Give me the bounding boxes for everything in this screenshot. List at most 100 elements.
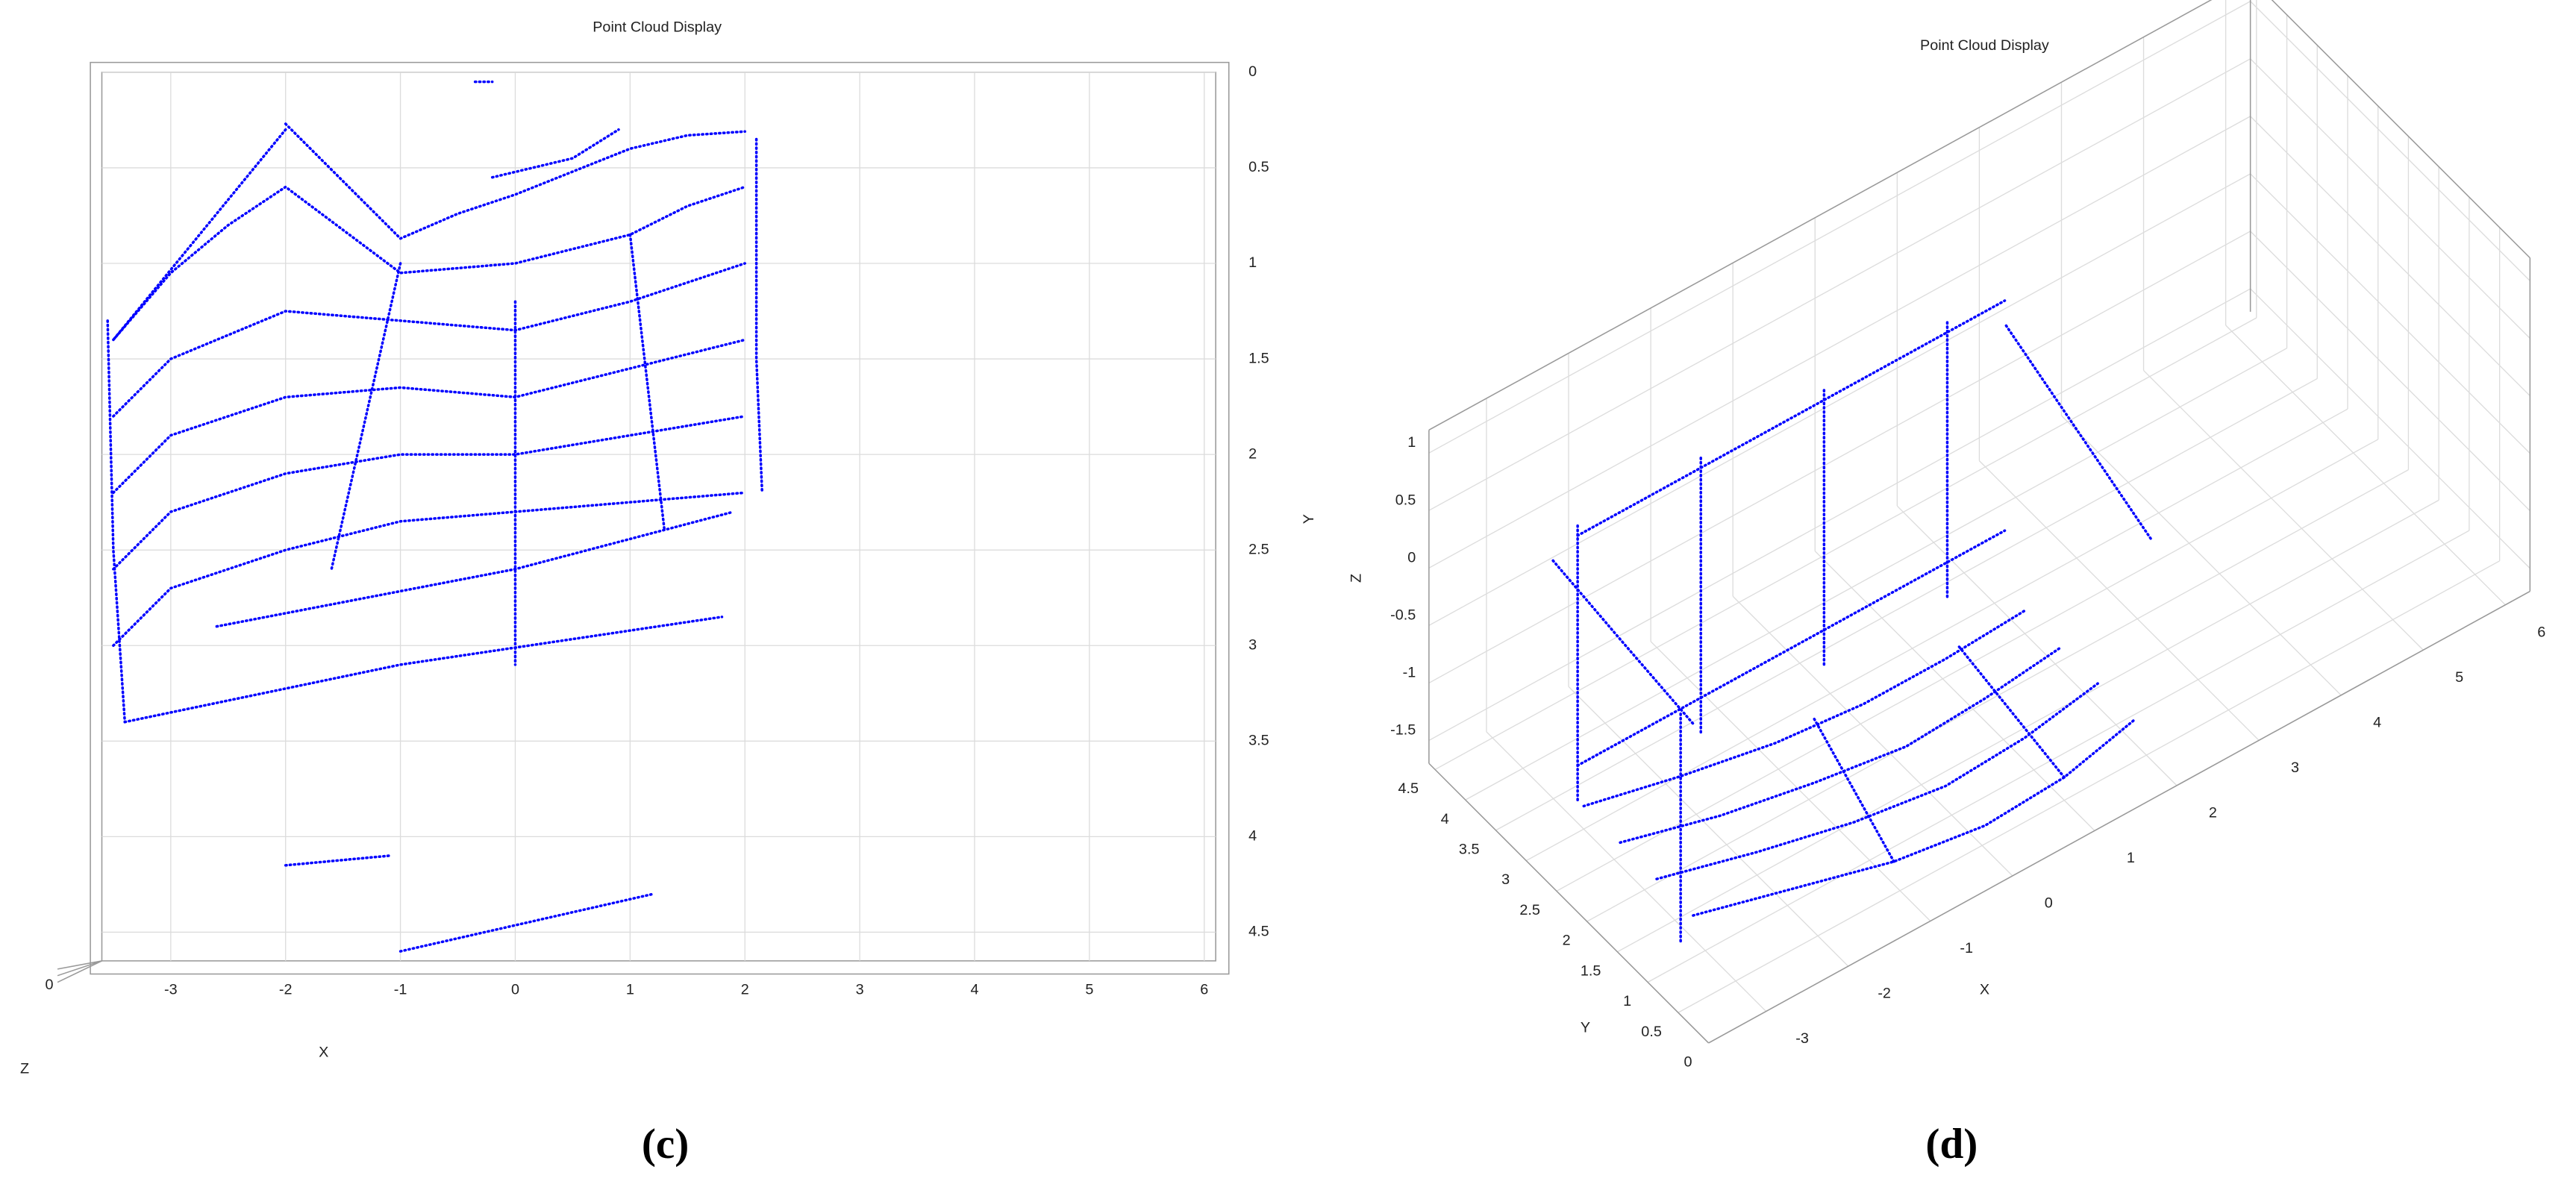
y-tick-label: 1 <box>1248 254 1257 271</box>
x-tick-label: 0 <box>511 982 519 998</box>
z-axis-label: Z <box>20 1060 29 1077</box>
x-axis-label: X <box>1980 982 1989 998</box>
y-tick-label: 0 <box>1684 1054 1692 1071</box>
x-tick-label: -3 <box>1795 1030 1809 1047</box>
box-edge <box>2271 0 2530 259</box>
x-tick-label: 4 <box>2373 714 2381 730</box>
point-cloud-segment <box>112 338 746 495</box>
grid-line <box>1896 505 2178 786</box>
grid-line <box>1465 348 2287 801</box>
point-cloud-segment <box>1576 299 2007 537</box>
grid-line <box>1486 731 1767 1012</box>
z-tick-label: -1 <box>1403 664 1416 680</box>
point-cloud-segment <box>1812 715 1895 863</box>
grid-line <box>1428 173 2251 626</box>
z-axis-stub <box>57 960 102 970</box>
grid-line <box>1978 460 2260 741</box>
point-cloud-segment <box>1692 718 2136 917</box>
point-cloud-segment <box>112 415 746 571</box>
point-cloud-segment <box>1655 682 2099 880</box>
grid-line <box>1732 595 2013 877</box>
grid-line <box>1568 686 1849 967</box>
caption: (c) <box>642 1121 690 1168</box>
grid-line <box>2250 116 2530 397</box>
box-edge <box>1428 0 2213 431</box>
z-tick-label: 0 <box>46 977 54 993</box>
point-cloud-segment <box>754 137 764 495</box>
y-tick-label: 0.5 <box>1248 159 1269 175</box>
x-tick-label: 2 <box>741 982 749 998</box>
grid-line <box>1495 378 2318 831</box>
point-cloud-segment <box>284 854 390 867</box>
x-tick-label: 3 <box>856 982 864 998</box>
grid-line <box>1428 58 2251 511</box>
y-tick-label: 1.5 <box>1248 350 1269 366</box>
grid-line <box>1428 288 2251 742</box>
z-tick-label: 0.5 <box>1395 492 1416 508</box>
chart-title: Point Cloud Display <box>1920 37 2049 54</box>
grid-line <box>1678 560 2500 1013</box>
outer-frame <box>90 61 1230 975</box>
y-tick-label: 3 <box>1501 871 1510 888</box>
x-tick-label: 5 <box>1085 982 1093 998</box>
grid-line <box>1814 551 2095 831</box>
point-cloud-segment <box>123 616 724 724</box>
z-tick-label: -0.5 <box>1390 607 1416 623</box>
grid-line <box>1428 1 2251 454</box>
point-cloud-segment <box>398 892 654 953</box>
z-tick-label: 1 <box>1407 434 1416 451</box>
box-edge <box>1428 762 1710 1044</box>
y-tick-label: 2.5 <box>1248 541 1269 557</box>
point-cloud-segment <box>1582 609 2027 808</box>
y-tick-label: 3.5 <box>1459 842 1480 858</box>
y-tick-label: 3.5 <box>1248 733 1269 749</box>
y-tick-label: 2 <box>1248 445 1257 462</box>
point-cloud-segment <box>2003 322 2152 540</box>
x-tick-label: -1 <box>1960 940 1973 956</box>
grid-line <box>1586 469 2409 922</box>
grid-line <box>1428 116 2251 569</box>
x-tick-label: 1 <box>626 982 634 998</box>
grid-line <box>2250 288 2530 569</box>
grid-line <box>1650 641 1931 921</box>
x-tick-label: 2 <box>2209 805 2217 821</box>
z-axis-stub <box>57 960 102 977</box>
y-tick-label: 1.5 <box>1581 962 1601 979</box>
x-tick-label: 6 <box>2537 624 2545 640</box>
x-tick-label: 3 <box>2291 760 2299 776</box>
y-tick-label: 1 <box>1623 993 1631 1009</box>
x-tick-label: 0 <box>2045 895 2053 912</box>
point-cloud-segment <box>112 128 287 342</box>
x-axis-label: X <box>319 1044 328 1060</box>
y-axis-label: Y <box>1581 1019 1590 1036</box>
annotation: Y <box>1301 514 1317 524</box>
grid-line <box>1556 439 2379 892</box>
x-tick-label: 5 <box>2455 669 2463 686</box>
point-cloud-segment <box>1551 559 1695 725</box>
x-tick-label: 6 <box>1200 982 1208 998</box>
grid-line <box>1647 530 2470 983</box>
x-tick-label: -3 <box>164 982 178 998</box>
grid-line <box>2250 58 2530 339</box>
grid-line <box>1525 408 2348 862</box>
grid-line <box>2225 325 2506 606</box>
grid-line <box>2250 231 2530 512</box>
box-edge <box>1708 590 2530 1044</box>
grid-line <box>2250 1 2530 281</box>
y-tick-label: 4 <box>1248 828 1257 845</box>
y-tick-label: 4.5 <box>1398 780 1419 797</box>
point-cloud-segment <box>215 510 735 628</box>
point-cloud-segment <box>106 319 127 724</box>
point-cloud-segment <box>1619 645 2063 845</box>
z-tick-label: 0 <box>1407 549 1416 566</box>
y-tick-label: 0.5 <box>1641 1024 1662 1040</box>
x-tick-label: 1 <box>2127 850 2135 866</box>
point-cloud-segment <box>112 491 746 648</box>
chart-title: Point Cloud Display <box>593 19 722 36</box>
z-tick-label: -1.5 <box>1390 721 1416 738</box>
point-cloud-segment <box>490 128 620 179</box>
x-tick-label: -1 <box>394 982 407 998</box>
x-tick-label: -2 <box>1878 986 1891 1002</box>
